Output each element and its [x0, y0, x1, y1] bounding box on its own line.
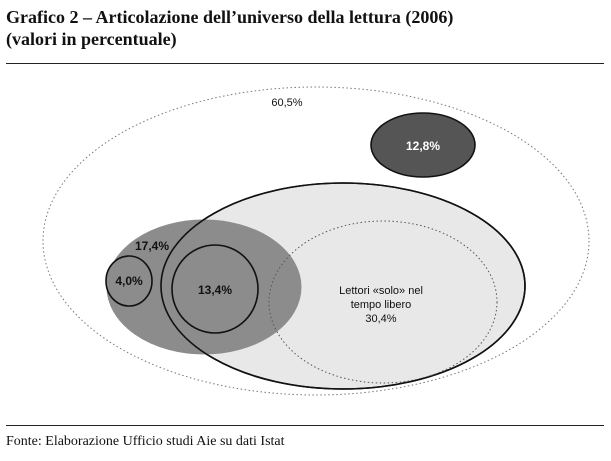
top-right-percentage-label: 12,8%: [406, 139, 440, 153]
outer-universe-ellipse: [42, 86, 590, 396]
free-time-label-line-1: Lettori «solo» nel: [339, 285, 423, 297]
bottom-divider: [6, 425, 604, 426]
overlap-circle: [171, 244, 259, 334]
chart-title-line-2: (valori in percentuale): [6, 29, 177, 49]
outer-percentage-label: 60,5%: [271, 97, 302, 109]
readers-ellipse-outline: [160, 182, 526, 390]
top-divider: [6, 63, 604, 64]
left-group-percentage-label: 17,4%: [135, 239, 169, 253]
free-time-readers-ellipse: [268, 220, 498, 384]
source-note: Fonte: Elaborazione Ufficio studi Aie su…: [6, 434, 285, 449]
free-time-label-line-2: tempo libero: [351, 299, 412, 311]
small-circle-percentage-label: 4,0%: [115, 274, 143, 288]
chart-title: Grafico 2 – Articolazione dell’universo …: [6, 6, 604, 50]
overlap-circle-percentage-label: 13,4%: [198, 283, 232, 297]
chart-title-line-1: Grafico 2 – Articolazione dell’universo …: [6, 7, 454, 27]
free-time-percentage-label: 30,4%: [365, 313, 396, 325]
small-circle: [105, 255, 153, 307]
top-right-ellipse: [370, 112, 476, 178]
